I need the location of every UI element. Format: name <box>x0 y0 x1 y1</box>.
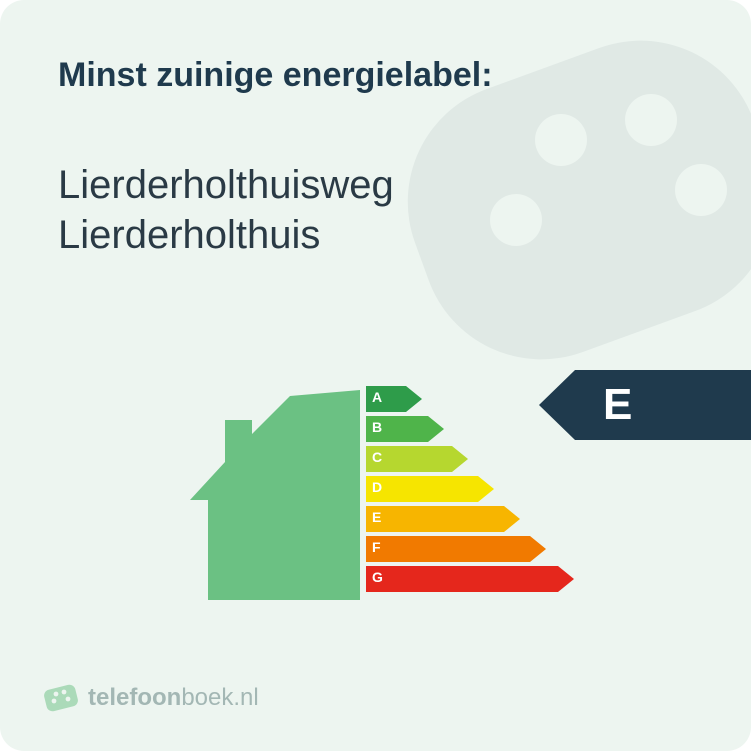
energy-label-card: Minst zuinige energielabel: Lierderholth… <box>0 0 751 751</box>
energy-bar-body <box>366 476 478 502</box>
energy-bar-label: E <box>372 509 381 525</box>
energy-bar-label: C <box>372 449 382 465</box>
footer-brand-bold: telefoon <box>88 684 181 711</box>
footer-brand: telefoonboek.nl <box>44 681 259 715</box>
indicator-arrowhead <box>539 370 575 440</box>
energy-bar-label: F <box>372 539 381 555</box>
footer-brand-text: telefoonboek.nl <box>88 684 259 712</box>
energy-label-graphic: ABCDEFG <box>190 380 550 620</box>
chevron-right-icon <box>406 386 422 412</box>
energy-bar-label: D <box>372 479 382 495</box>
footer-brand-icon <box>44 681 78 715</box>
indicator-body: E <box>575 370 751 440</box>
energy-bar-label: G <box>372 569 383 585</box>
card-title: Minst zuinige energielabel: <box>58 56 493 95</box>
chevron-right-icon <box>530 536 546 562</box>
energy-bar-body <box>366 506 504 532</box>
indicator-letter: E <box>603 380 632 430</box>
address-line-1: Lierderholthuisweg <box>58 160 394 210</box>
footer-brand-rest: boek.nl <box>181 684 258 711</box>
chevron-right-icon <box>558 566 574 592</box>
energy-bar-label: B <box>372 419 382 435</box>
energy-bar-label: A <box>372 389 382 405</box>
energy-bar-body <box>366 536 530 562</box>
energy-bar-body <box>366 566 558 592</box>
chevron-right-icon <box>504 506 520 532</box>
address-block: Lierderholthuisweg Lierderholthuis <box>58 160 394 260</box>
chevron-right-icon <box>428 416 444 442</box>
house-icon <box>190 390 360 600</box>
chevron-right-icon <box>452 446 468 472</box>
address-line-2: Lierderholthuis <box>58 210 394 260</box>
chevron-right-icon <box>478 476 494 502</box>
